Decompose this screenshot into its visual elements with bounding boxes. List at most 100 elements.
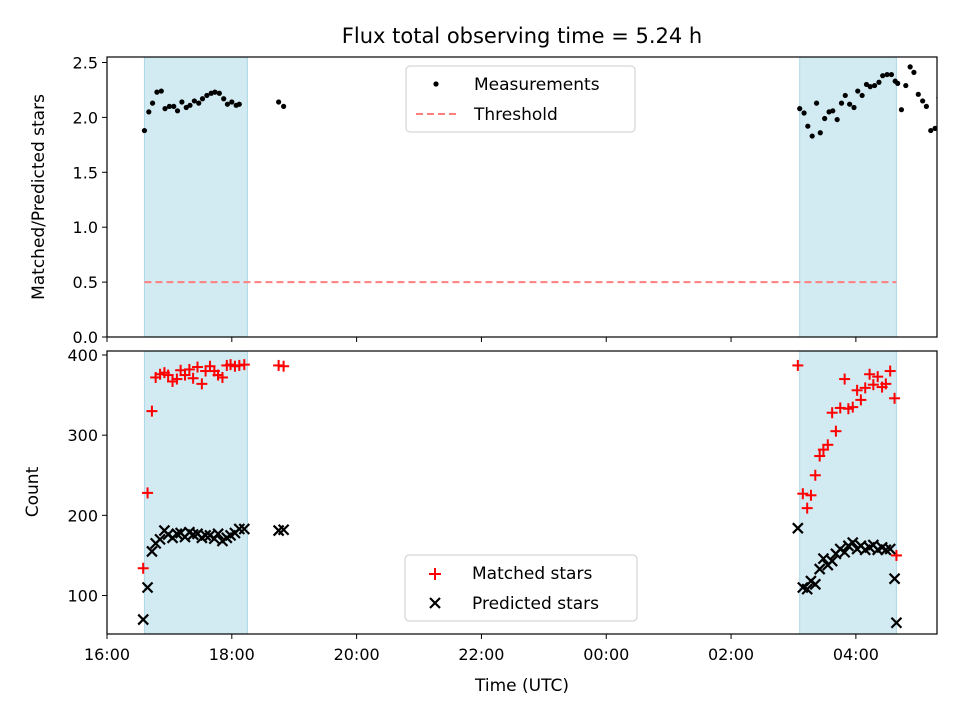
shaded-range-1 (799, 56, 897, 338)
bottom-panel: 100 200 300 400 16:00 18:00 20:00 22:00 00:00 02:… (67, 346, 938, 664)
matched-point (839, 373, 851, 385)
matched-point (830, 425, 842, 437)
predicted-point (826, 555, 838, 567)
measurement-point (158, 88, 164, 94)
measurement-point (797, 106, 803, 112)
measurement-point (884, 71, 890, 78)
predicted-point (233, 523, 246, 535)
predicted-point (817, 552, 830, 565)
plot-frame-1 (106, 350, 938, 635)
x-axis-label: Time (UTC) (474, 676, 569, 696)
measurement-point (851, 104, 857, 111)
bottom-ylabel: Count (23, 466, 43, 517)
y-tick-label: 200 (67, 506, 98, 525)
measurement-point (196, 100, 202, 106)
measurement-point (830, 108, 836, 114)
measurement-point (204, 92, 210, 99)
matched-point (187, 372, 199, 384)
x-tick-label: 22:00 (458, 645, 504, 664)
x-tick-label: 16:00 (84, 645, 130, 664)
predicted-point (154, 533, 166, 546)
predicted-point (171, 528, 183, 540)
x-tick-label: 02:00 (708, 645, 754, 664)
measurement-point (895, 80, 901, 86)
measurement-point (838, 100, 845, 106)
predicted-point (813, 563, 826, 575)
measurement-point (141, 127, 148, 134)
matched-point (146, 405, 158, 417)
measurement-point (813, 100, 820, 106)
points-layer-0 (141, 64, 937, 139)
predicted-point (277, 524, 290, 536)
matched-point (884, 365, 896, 377)
measurement-point (923, 103, 929, 110)
predicted-point (137, 613, 149, 626)
measurement-point (216, 90, 222, 96)
matched-point (822, 439, 834, 451)
measurement-point (867, 84, 873, 90)
predicted-point (809, 578, 822, 591)
chart-title: Flux total observing time = 5.24 h (342, 24, 702, 48)
measurement-point (903, 82, 909, 89)
matched-point (890, 549, 902, 561)
matched-point (171, 373, 183, 385)
y-tick-label: 100 (67, 587, 98, 606)
measurement-point (898, 107, 905, 113)
matched-point (847, 401, 859, 413)
measurement-point (847, 101, 853, 107)
measurement-point (859, 92, 865, 99)
measurement-point (932, 125, 937, 131)
legend-matched-label: Matched stars (472, 564, 592, 584)
predicted-point (801, 583, 813, 595)
matched-point (183, 363, 195, 375)
matched-point (805, 489, 817, 501)
predicted-point (884, 543, 896, 555)
y-tick-label: 1.5 (73, 163, 98, 182)
legend-matched-marker (429, 568, 441, 580)
measurement-point (236, 101, 242, 107)
measurement-point (179, 99, 185, 105)
points-layer-1 (137, 359, 903, 629)
measurement-point (191, 98, 197, 104)
predicted-point (890, 616, 903, 629)
matched-point (889, 392, 901, 404)
matched-point (880, 378, 892, 390)
matched-point (792, 359, 804, 371)
top-legend: Measurements Threshold (405, 65, 636, 133)
measurement-point (224, 101, 231, 107)
legend-measurements-label: Measurements (474, 75, 600, 95)
x-tick-label: 04:00 (833, 645, 879, 664)
matched-point (196, 378, 208, 390)
measurement-point (915, 91, 921, 97)
predicted-point (212, 528, 224, 540)
matched-point (216, 371, 228, 383)
measurement-point (855, 88, 861, 94)
matched-point (814, 450, 826, 462)
measurement-point (154, 89, 160, 95)
measurement-point (822, 115, 828, 122)
matched-point (872, 371, 884, 383)
measurement-point (171, 103, 177, 110)
measurement-point (221, 96, 227, 102)
measurement-point (166, 103, 173, 110)
matched-point (864, 368, 876, 380)
measurement-point (920, 98, 926, 104)
matched-point (859, 382, 871, 394)
shaded-range-0 (143, 350, 248, 635)
shaded-range-1 (799, 350, 897, 635)
measurement-point (281, 103, 287, 110)
matched-point (278, 360, 290, 372)
legend-predicted-marker (429, 597, 441, 609)
measurement-point (805, 123, 811, 129)
measurement-point (842, 92, 848, 99)
plot-frame-0 (106, 56, 938, 338)
measurement-point (863, 81, 870, 88)
predicted-point (141, 581, 154, 594)
measurement-point (911, 69, 917, 75)
measurement-point (276, 99, 282, 105)
predicted-point (846, 536, 859, 549)
matched-point (801, 502, 813, 514)
x-tick-label: 20:00 (334, 645, 380, 664)
bottom-legend: Matched stars Predicted stars (404, 554, 638, 622)
